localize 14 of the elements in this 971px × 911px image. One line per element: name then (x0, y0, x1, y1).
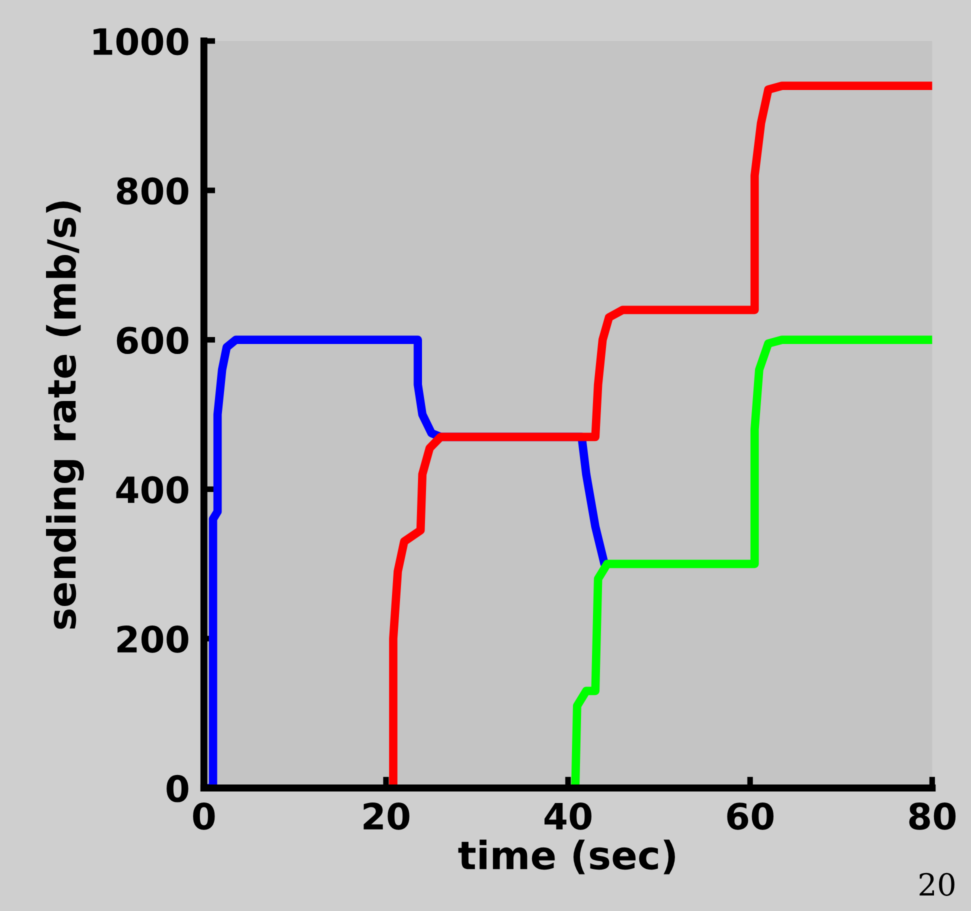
x-axis-title: time (sec) (458, 840, 675, 874)
y-axis-title: sending rate (mb/s) (46, 202, 84, 629)
x-tick-label: 80 (909, 802, 956, 830)
x-tick-label: 60 (727, 802, 774, 830)
y-tick-label: 600 (116, 326, 188, 354)
x-tick-label: 20 (364, 802, 410, 830)
y-tick-label: 1000 (94, 28, 188, 56)
y-tick-label: 0 (166, 774, 188, 802)
text: 20 (920, 872, 954, 896)
x-tick-label: 40 (544, 802, 592, 830)
x-tick-label: 0 (193, 802, 215, 830)
y-tick-label: 400 (116, 476, 188, 504)
y-tick-label: 200 (118, 626, 188, 653)
y-tick-label: 800 (116, 177, 188, 205)
